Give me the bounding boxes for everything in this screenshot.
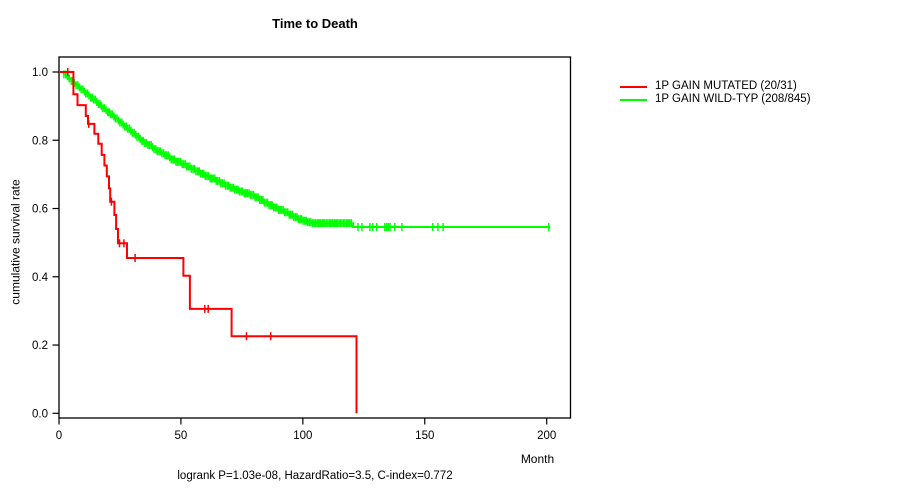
x-tick-label: 50: [175, 430, 188, 442]
legend: 1P GAIN MUTATED (20/31) 1P GAIN WILD-TYP…: [620, 80, 811, 106]
survival-curve-mutated: [59, 71, 358, 414]
x-tick-label: 100: [293, 430, 312, 442]
x-tick-label: 200: [537, 430, 556, 442]
y-tick-label: 0.0: [32, 408, 48, 420]
x-tick-label: 150: [415, 430, 434, 442]
legend-line-red: [620, 85, 647, 88]
y-axis-label: cumulative survival rate: [8, 179, 23, 305]
legend-entry-mutated: 1P GAIN MUTATED (20/31): [620, 80, 811, 93]
y-tick-label: 0.4: [32, 272, 49, 284]
x-axis-label: Month: [520, 452, 555, 466]
y-tick-label: 0.2: [32, 340, 48, 352]
legend-label-mutated: 1P GAIN MUTATED (20/31): [655, 80, 797, 92]
survival-curve-wildtype: [59, 71, 551, 228]
stats-caption: logrank P=1.03e-08, HazardRatio=3.5, C-i…: [177, 470, 453, 482]
legend-label-wildtype: 1P GAIN WILD-TYP (208/845): [655, 93, 811, 105]
y-tick-label: 0.6: [32, 204, 48, 216]
chart-title: Time to Death: [272, 16, 358, 31]
y-tick-label: 0.8: [32, 135, 48, 147]
y-tick-label: 1.0: [32, 67, 48, 79]
plot-box: [58, 56, 572, 419]
legend-entry-wildtype: 1P GAIN WILD-TYP (208/845): [620, 93, 811, 106]
x-tick-label: 0: [56, 430, 62, 442]
legend-line-green: [620, 98, 647, 101]
